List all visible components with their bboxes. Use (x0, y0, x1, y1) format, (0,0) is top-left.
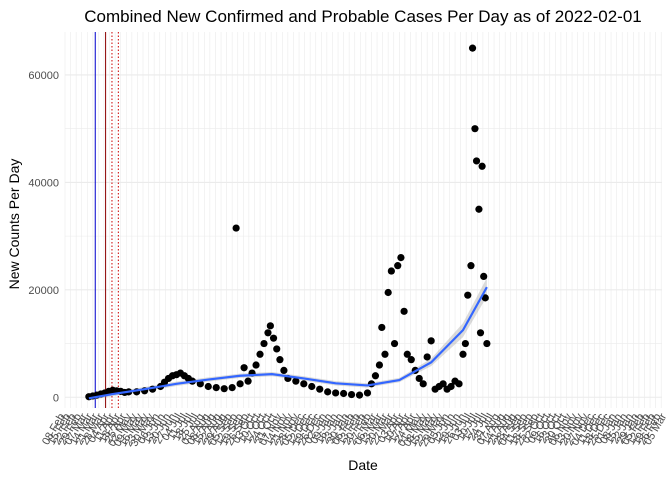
data-point (292, 377, 300, 385)
data-point (455, 380, 463, 388)
data-point (480, 272, 488, 280)
y-tick-label: 20000 (28, 285, 59, 297)
y-tick-label: 0 (53, 392, 59, 404)
data-point (324, 388, 332, 396)
data-point (403, 350, 411, 358)
data-point (232, 224, 240, 232)
data-point (423, 353, 431, 361)
data-point (355, 391, 364, 399)
data-point (407, 356, 415, 364)
y-tick-label: 40000 (28, 177, 59, 189)
data-point (260, 339, 268, 348)
chart-title: Combined New Confirmed and Probable Case… (84, 7, 642, 26)
data-point (478, 162, 486, 170)
data-point (332, 389, 340, 397)
data-point (427, 337, 435, 345)
data-point (347, 390, 356, 399)
data-point (264, 329, 272, 337)
data-point (280, 366, 288, 374)
data-point (472, 157, 481, 165)
data-point (300, 380, 308, 388)
data-point (483, 339, 491, 348)
data-point (240, 364, 248, 372)
data-point (266, 322, 274, 330)
data-point (244, 377, 252, 385)
x-axis-label: Date (348, 457, 378, 473)
data-point (415, 374, 423, 383)
data-point (468, 44, 477, 52)
data-point (212, 383, 220, 392)
data-point (394, 262, 402, 270)
trend-line (88, 286, 488, 400)
data-point (196, 380, 204, 388)
data-point (400, 307, 408, 315)
data-point (316, 385, 324, 393)
trend-line-path (88, 286, 488, 400)
data-point (269, 334, 278, 342)
data-point (476, 329, 485, 337)
data-point (381, 350, 389, 358)
data-point (387, 267, 395, 275)
data-point (390, 339, 399, 348)
y-axis-label: New Counts Per Day (6, 159, 22, 290)
data-point (378, 323, 386, 332)
data-point (439, 380, 447, 388)
data-point (459, 350, 467, 358)
data-point (256, 350, 264, 358)
y-tick-label: 60000 (28, 70, 59, 82)
data-point (236, 380, 244, 388)
data-point (481, 294, 489, 302)
data-point (273, 345, 281, 353)
data-point (204, 382, 212, 391)
data-point (340, 389, 348, 398)
data-point (461, 339, 469, 348)
data-point (467, 262, 475, 270)
data-point (397, 254, 405, 262)
data-point (220, 385, 228, 393)
data-point (363, 389, 372, 397)
data-point (384, 288, 392, 297)
data-point (464, 291, 472, 299)
data-point (308, 382, 316, 391)
data-point (252, 361, 260, 369)
data-point (375, 361, 384, 369)
data-point (371, 372, 380, 380)
data-point (419, 380, 427, 388)
data-point (228, 383, 236, 392)
data-point (471, 125, 479, 133)
y-axis-ticks: 0 20000 40000 60000 (28, 70, 59, 404)
reference-lines (94, 32, 119, 408)
data-point (447, 382, 455, 391)
data-point (475, 205, 483, 213)
data-point (276, 356, 284, 364)
